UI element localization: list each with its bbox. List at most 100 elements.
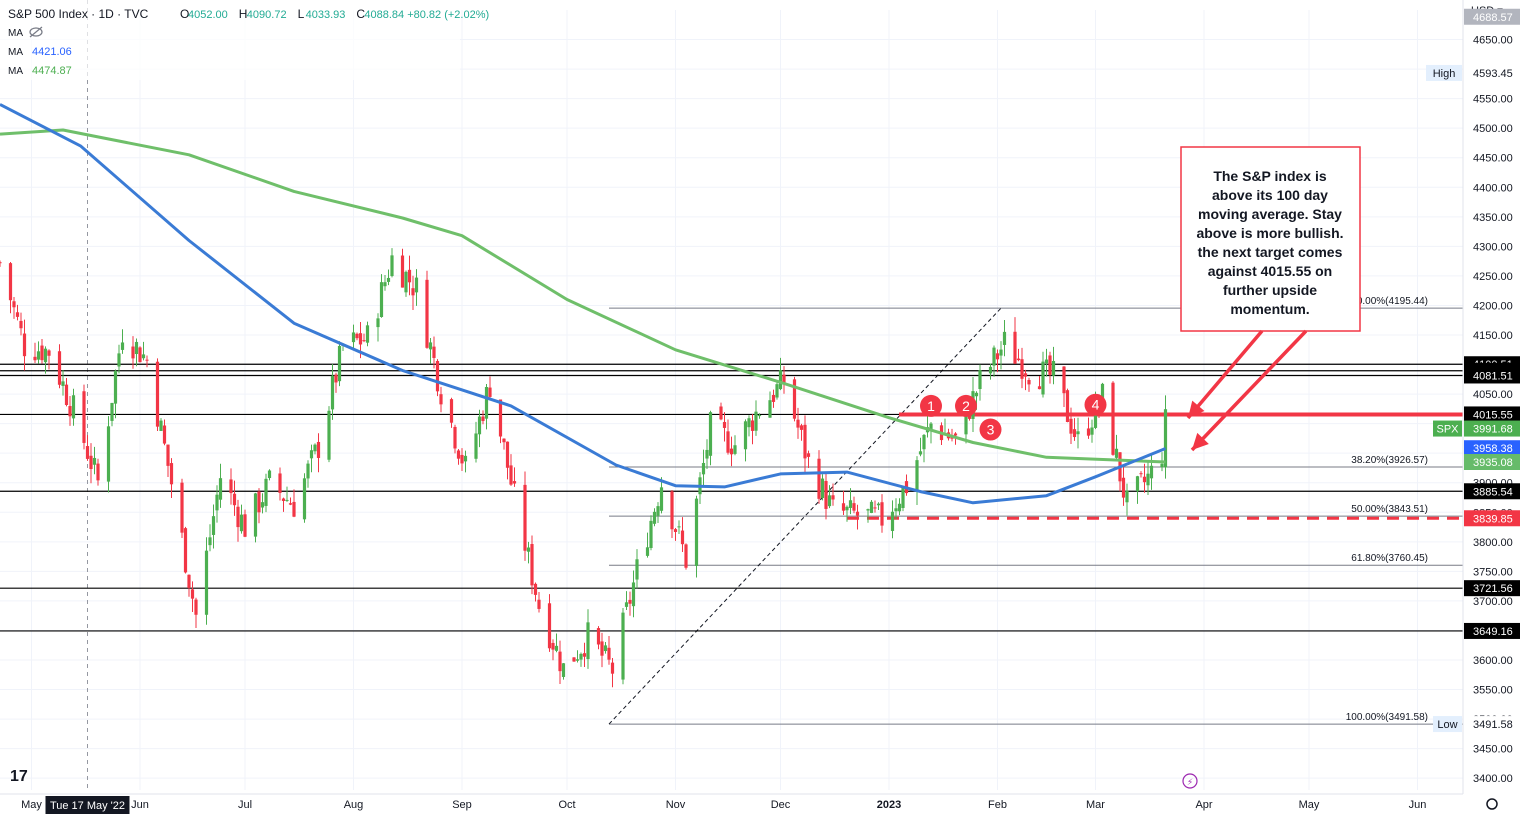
- ohlc-key: C: [356, 7, 365, 21]
- candle-down: [131, 346, 135, 359]
- time-axis[interactable]: May Jun Jul Aug Sep Oct Nov Dec 2023 Feb Mar Apr May…: [0, 768, 1498, 814]
- tradingview-logo-icon[interactable]: 17: [10, 768, 28, 785]
- candle-up: [652, 511, 657, 524]
- candle-up: [117, 353, 121, 367]
- candle-up: [253, 493, 258, 537]
- time-tick-label: Jun: [131, 799, 149, 811]
- time-tick-label: Oct: [558, 799, 575, 811]
- price-tag: [1464, 483, 1520, 500]
- candle-up: [474, 433, 478, 459]
- symbol-title[interactable]: S&P 500 Index · 1D · TVC: [8, 7, 149, 21]
- candle-down: [232, 493, 237, 506]
- candle-down: [316, 441, 321, 458]
- price-tag: [1464, 8, 1520, 25]
- annotation-callout[interactable]: The S&P index is above its 100 day moving …: [1180, 146, 1361, 452]
- candle-up: [484, 387, 489, 419]
- candle-up: [915, 460, 919, 491]
- candle-down: [82, 391, 86, 443]
- candle-down: [523, 484, 527, 551]
- candle-down: [680, 530, 685, 545]
- candle-down: [628, 599, 632, 604]
- candle-up: [659, 487, 664, 511]
- candle-up: [383, 282, 387, 287]
- candle-down: [509, 465, 513, 485]
- candle-up: [414, 277, 419, 293]
- candle-up: [747, 418, 751, 428]
- candle-down: [670, 491, 674, 530]
- candle-down: [278, 473, 282, 493]
- candle-down: [169, 463, 174, 485]
- time-tick-label: Jul: [238, 799, 252, 811]
- price-tag-label: 3839.85: [1473, 513, 1513, 525]
- candle-up: [866, 509, 870, 511]
- candle-up: [757, 415, 762, 417]
- candle-up: [365, 325, 370, 343]
- price-tag: [1464, 453, 1520, 470]
- candle-up: [526, 547, 531, 552]
- candle-up: [645, 547, 650, 556]
- fib-level-label: 100.00%(3491.58): [1346, 712, 1428, 723]
- candle-up: [404, 271, 408, 293]
- candle-down: [1065, 390, 1070, 422]
- candle-down: [33, 356, 37, 361]
- touch-marker-label: 1: [927, 398, 935, 414]
- time-tick-label: 2023: [877, 799, 901, 811]
- candle-up: [820, 478, 825, 499]
- candle-down: [1069, 418, 1073, 434]
- touch-marker: [979, 418, 1002, 441]
- candle-down: [155, 361, 160, 427]
- annotation-box[interactable]: [1180, 146, 1361, 332]
- fib-trend-line[interactable]: [608, 307, 1002, 725]
- fibonacci-retracement[interactable]: 0.00%(4195.44) 38.20%(3926.57) 50.00%(3843…: [608, 296, 1463, 725]
- candle-down: [505, 441, 510, 468]
- price-tick-label: 3550.00: [1473, 685, 1513, 697]
- candle-down: [502, 438, 506, 443]
- candle-up: [1076, 431, 1080, 435]
- candle-down: [19, 320, 23, 329]
- candle-down: [600, 641, 604, 656]
- candle-down: [1121, 477, 1126, 498]
- candle-up: [656, 506, 660, 516]
- price-axis[interactable]: 3400.003450.003500.003550.003600.003650.…: [1426, 0, 1520, 821]
- touch-markers: 1 2 3 4: [920, 393, 1107, 441]
- candle-up: [677, 526, 681, 528]
- candle-up: [264, 478, 268, 506]
- candle-up: [92, 457, 97, 465]
- candle-up: [624, 602, 629, 607]
- ohlc-key: O: [180, 7, 189, 21]
- candle-down: [729, 448, 734, 455]
- price-tag-label: 3491.58: [1473, 719, 1513, 731]
- ma-label: MA: [8, 66, 23, 77]
- candle-down: [243, 514, 247, 537]
- ma-value: 4421.06: [32, 46, 72, 58]
- event-lightning-icon[interactable]: [1182, 773, 1198, 789]
- candle-up: [869, 501, 874, 513]
- candle-down: [162, 425, 167, 444]
- price-tag: [1464, 420, 1520, 437]
- candle-down: [96, 463, 100, 481]
- settings-gear-icon[interactable]: [1486, 798, 1498, 810]
- candle-down: [803, 424, 807, 459]
- price-tag-label: 3935.08: [1473, 457, 1513, 469]
- candle-up: [743, 421, 748, 450]
- ohlc-value: 4033.93: [306, 9, 346, 21]
- candle-down: [488, 387, 492, 397]
- candle-up: [848, 500, 853, 508]
- candle-up: [386, 277, 391, 282]
- candle-down: [855, 511, 860, 516]
- price-tick-label: 4450.00: [1473, 153, 1513, 165]
- price-tick-label: 3400.00: [1473, 773, 1513, 785]
- candle-down: [799, 425, 804, 430]
- candle-down: [1086, 428, 1091, 436]
- candle-up: [1149, 465, 1154, 479]
- price-tick-label: 4250.00: [1473, 271, 1513, 283]
- horizontal-levels[interactable]: [0, 363, 1463, 632]
- annotation-arrow: [1190, 329, 1308, 452]
- candle-up: [267, 470, 272, 479]
- time-tick-label: May: [1299, 799, 1320, 811]
- candle-down: [229, 479, 233, 494]
- candle-down: [533, 583, 538, 595]
- hidden-eye-icon[interactable]: [29, 27, 43, 37]
